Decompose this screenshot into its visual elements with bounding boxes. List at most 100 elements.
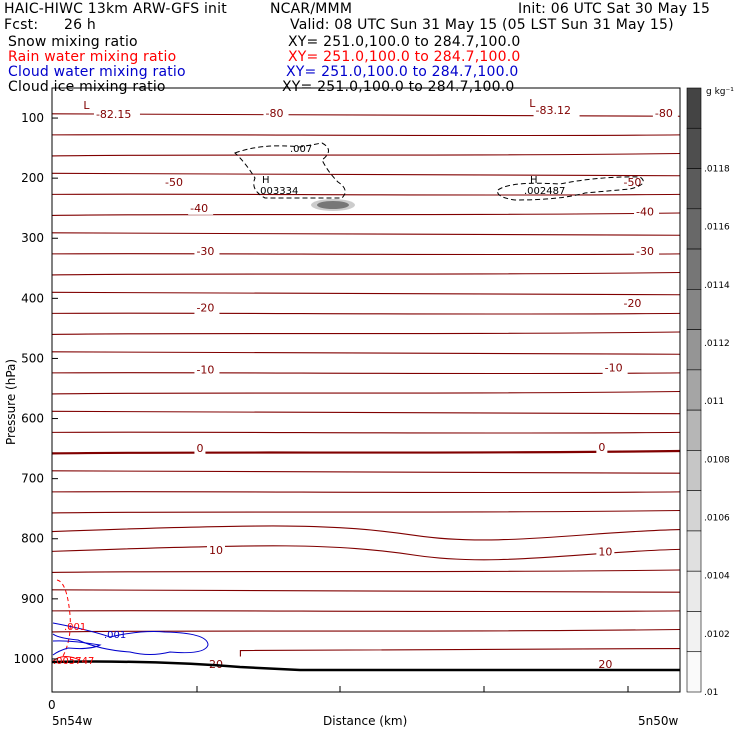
colorbar-swatch (686, 329, 702, 371)
cloud-water-label: .001 (104, 630, 126, 641)
temperature-contour-line (51, 589, 681, 593)
temperature-contour-line (51, 628, 681, 633)
y-axis: 100 200 300 400 500 600 700 800 900 1000 (13, 111, 58, 666)
y-tick-label: 1000 (13, 652, 44, 666)
cloud-ice-contour-right (497, 176, 644, 201)
y-tick-label: 700 (21, 472, 44, 486)
temperature-label: -83.12 (536, 104, 571, 117)
colorbar-swatch (686, 530, 702, 572)
x-left-label: 5n54w (52, 714, 93, 728)
x-axis-title: Distance (km) (323, 714, 407, 728)
temperature-label: -20 (623, 297, 641, 310)
colorbar-tick-label: .0116 (704, 223, 730, 233)
temperature-contour-line (51, 545, 681, 561)
y-axis-title: Pressure (hPa) (4, 359, 18, 445)
rain-contour-low (51, 656, 81, 663)
temperature-contour-line (51, 113, 681, 117)
x-zero-label: 0 (48, 698, 56, 712)
temperature-contour-line (51, 372, 681, 375)
y-tick-label: 200 (21, 171, 44, 185)
plot-frame (51, 87, 681, 693)
temperature-contour-line (51, 525, 681, 541)
field-name-cloud-water: Cloud water mixing ratio (8, 64, 186, 80)
temperature-contour-line (51, 351, 681, 355)
temperature-label: -40 (636, 205, 654, 218)
temperature-label: 20 (598, 658, 612, 671)
colorbar-tick-label: .0108 (704, 455, 730, 465)
y-tick-label: 100 (21, 111, 44, 125)
temperature-contour-line (51, 312, 681, 315)
org-label: NCAR/MMM (270, 1, 353, 17)
cloud-water-contour (52, 622, 209, 655)
temperature-label: -20 (196, 302, 214, 315)
fcst-value: 26 h (64, 17, 96, 33)
y-tick-label: 800 (21, 532, 44, 546)
colorbar-tick-label: .0114 (704, 281, 730, 291)
temperature-contour-line (51, 152, 681, 157)
colorbar-tick-label: .0106 (704, 514, 730, 524)
temperature-contour-line (51, 449, 681, 455)
temperature-label: -30 (196, 245, 214, 258)
temperature-contour-line (51, 291, 681, 296)
colorbar-swatch (686, 168, 702, 210)
cloud-water-contour-inner (52, 640, 102, 656)
field-xy-cloud-ice: XY= 251.0,100.0 to 284.7,100.0 (282, 79, 515, 95)
colorbar-tick-label: .0112 (704, 339, 730, 349)
temperature-label: -82.15 (96, 108, 131, 121)
field-name-cloud-ice: Cloud ice mixing ratio (8, 79, 166, 95)
x-axis: 0 5n54w Distance (km) 5n50w (48, 686, 679, 728)
colorbar-swatch (686, 490, 702, 532)
temperature-label: 10 (209, 544, 223, 557)
colorbar-tick-label: .0118 (704, 165, 730, 175)
colorbar-swatch (686, 369, 702, 411)
temperature-contour-line (51, 610, 681, 613)
cloud-ice-high-value: .002487 (524, 186, 565, 197)
temperature-contour-line (51, 431, 681, 434)
temperature-label: 0 (598, 441, 605, 454)
field-name-rain: Rain water mixing ratio (8, 49, 177, 65)
temperature-contour-line (51, 212, 681, 216)
temperature-contour-line (51, 410, 681, 415)
temperature-contour-line (51, 193, 681, 196)
temperature-contours: -82.15 -80 -83.12 -80 -50 -50 -40 -40 -30 -30 -20 -… (51, 97, 681, 671)
temperature-contour-line (51, 232, 681, 236)
colorbar-tick-label: .011 (704, 397, 724, 407)
temperature-label: -80 (655, 107, 673, 120)
cloud-ice-label: .007 (290, 144, 312, 155)
temperature-label: 0 (196, 442, 203, 455)
colorbar-unit: g kg⁻¹ (706, 87, 734, 97)
temperature-label: -80 (266, 107, 284, 120)
rain-contour (56, 579, 71, 659)
colorbar-swatch (686, 208, 702, 250)
x-right-label: 5n50w (638, 714, 679, 728)
cloud-ice-high-marker: H (530, 175, 538, 186)
temperature-contour-line (51, 390, 681, 395)
temperature-label: -10 (605, 362, 623, 375)
temperature-contour-line (51, 134, 681, 137)
y-tick-label: 300 (21, 231, 44, 245)
y-tick-label: 500 (21, 351, 44, 365)
y-tick-label: 600 (21, 412, 44, 426)
fcst-label: Fcst: (4, 17, 39, 33)
contour-labels: .007 H .003334 H .002487 .001 .005747 .0… (53, 144, 565, 667)
temperature-contour-line (51, 470, 681, 474)
cloud-ice-high-value: .003334 (257, 186, 298, 197)
temperature-low-marker: L (529, 97, 536, 110)
field-name-snow: Snow mixing ratio (8, 34, 138, 50)
cloud-ice-contour-left (234, 142, 346, 199)
colorbar-swatch (686, 248, 702, 290)
colorbar-swatch (686, 409, 702, 451)
temperature-contour-line (51, 569, 681, 573)
temperature-contour-line (51, 509, 681, 514)
colorbar-swatch (686, 570, 702, 612)
y-tick-label: 900 (21, 592, 44, 606)
colorbar-swatch (686, 289, 702, 330)
temperature-contour-line (51, 491, 681, 494)
temperature-label: -50 (623, 176, 641, 189)
field-xy-cloud-water: XY= 251.0,100.0 to 284.7,100.0 (286, 64, 519, 80)
colorbar-swatch (686, 651, 702, 693)
cloud-ice-high-marker: H (262, 175, 270, 186)
rain-label: .005747 (53, 656, 94, 667)
moisture-contours (51, 142, 680, 672)
